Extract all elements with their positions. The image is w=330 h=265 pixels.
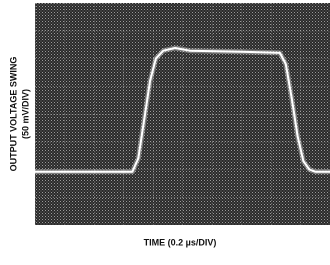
scope-graticule	[35, 3, 330, 225]
y-axis-label-sub: (50 mV/DIV)	[20, 89, 30, 139]
chart: OUTPUT VOLTAGE SWING (50 mV/DIV) TIME (0…	[0, 0, 330, 260]
y-axis-label: OUTPUT VOLTAGE SWING	[8, 57, 18, 172]
x-axis-label: TIME (0.2 µs/DIV)	[144, 237, 217, 247]
